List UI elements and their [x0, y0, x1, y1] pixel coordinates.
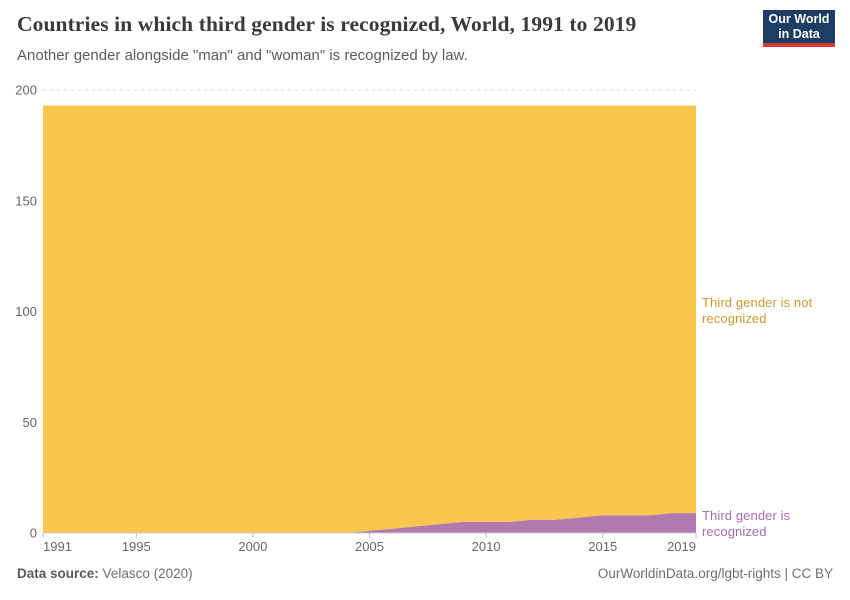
x-tick-label-1991: 1991: [43, 539, 72, 554]
area-third-gender-is-recognized[interactable]: [43, 513, 696, 533]
chart-title: Countries in which third gender is recog…: [17, 12, 637, 36]
area-third-gender-is-not-recognized[interactable]: [43, 105, 696, 533]
x-tick-label-2010: 2010: [472, 539, 501, 554]
y-tick-label-150: 150: [15, 193, 37, 208]
data-source-value[interactable]: Velasco (2020): [102, 566, 193, 581]
x-tick-label-2019: 2019: [667, 539, 696, 554]
series-label-recognized[interactable]: Third gender is recognized: [702, 508, 791, 539]
x-tick-label-1995: 1995: [122, 539, 151, 554]
series-label-not-recognized[interactable]: Third gender is not recognized: [702, 295, 813, 326]
x-tick-label-2005: 2005: [355, 539, 384, 554]
y-tick-label-50: 50: [23, 415, 37, 430]
owid-url[interactable]: OurWorldinData.org/lgbt-rights | CC BY: [597, 566, 833, 581]
x-tick-label-2015: 2015: [588, 539, 617, 554]
owid-logo[interactable]: Our World in Data: [763, 10, 835, 47]
owid-logo-text: Our World in Data: [768, 11, 830, 41]
y-tick-label-100: 100: [15, 304, 37, 319]
y-tick-label-200: 200: [15, 83, 37, 98]
x-tick-label-2000: 2000: [238, 539, 267, 554]
data-source: Data source: Velasco (2020): [17, 566, 193, 581]
data-source-label: Data source:: [17, 566, 99, 581]
chart-footer: Data source: Velasco (2020) OurWorldinDa…: [17, 566, 833, 581]
y-tick-label-0: 0: [30, 526, 37, 541]
chart-subtitle: Another gender alongside "man" and "woma…: [17, 47, 468, 64]
